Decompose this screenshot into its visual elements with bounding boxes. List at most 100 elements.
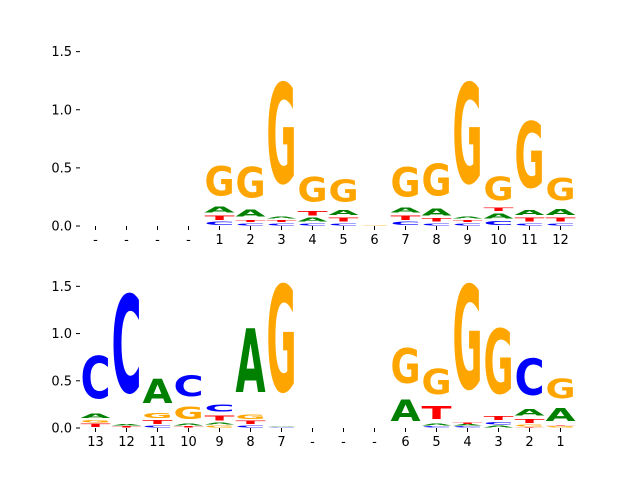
- logo-letter-T: T: [204, 215, 235, 222]
- x-tick-label: 10: [180, 435, 197, 450]
- logo-letter-A: A: [266, 426, 297, 427]
- logo-letter-C: C: [421, 223, 451, 226]
- x-tick-label: 3: [494, 435, 502, 450]
- x-tick-label: 1: [215, 233, 223, 248]
- x-tick-label: 8: [432, 233, 440, 248]
- logo-letter-G: G: [173, 404, 203, 424]
- x-tick-label: -: [310, 435, 315, 450]
- x-tick-label: 8: [246, 435, 254, 450]
- logo-letter-A: A: [204, 205, 234, 214]
- logo-letter-A: A: [514, 209, 545, 217]
- logo-letter-T: T: [266, 219, 297, 222]
- logo-letter-A: A: [421, 423, 452, 426]
- logo-letter-C: C: [204, 403, 234, 414]
- logo-letter-G: G: [483, 311, 513, 414]
- logo-letter-T: T: [390, 215, 421, 222]
- logo-letter-G: G: [452, 258, 482, 422]
- logo-letter-C: C: [483, 220, 513, 226]
- logo-letter-A: A: [266, 216, 297, 219]
- logo-letter-G: G: [142, 411, 172, 420]
- logo-letter-T: T: [514, 418, 545, 424]
- logo-letter-T: T: [483, 208, 514, 213]
- x-tick-label: 12: [552, 233, 569, 248]
- logo-letter-A: A: [483, 212, 514, 220]
- logo-letter-C: C: [297, 223, 327, 226]
- logo-letter-A: A: [235, 208, 265, 220]
- logo-letter-T: T: [235, 219, 266, 222]
- x-tick-label: -: [341, 435, 346, 450]
- logo-letter-C: C: [266, 223, 296, 226]
- logo-letter-T: T: [328, 217, 359, 223]
- logo-letter-T: T: [452, 422, 483, 424]
- y-tick-label: 1.5: [51, 45, 72, 60]
- logo-letter-G: G: [204, 160, 234, 206]
- logo-letter-C: C: [80, 344, 110, 412]
- logo-letter-C: C: [514, 349, 544, 407]
- x-tick-label: 11: [149, 435, 166, 450]
- logo-letter-A: A: [421, 206, 451, 218]
- logo-letter-C: C: [235, 223, 265, 226]
- logo-letter-C: C: [452, 426, 482, 428]
- y-tick-label: 0.5: [51, 374, 72, 389]
- logo-letter-C: C: [421, 426, 451, 428]
- logo-letter-T: T: [297, 210, 328, 217]
- logo-letter-G: G: [452, 56, 482, 216]
- x-tick-label: -: [155, 233, 160, 248]
- x-tick-label: -: [372, 435, 377, 450]
- x-tick-label: 4: [463, 435, 471, 450]
- logo-letter-T: T: [514, 427, 545, 428]
- logo-letter-G: G: [328, 174, 358, 209]
- logo-letter-T: T: [173, 426, 204, 428]
- logo-letter-T: T: [204, 414, 235, 422]
- logo-letter-A: A: [80, 412, 111, 420]
- x-tick-label: 1: [556, 435, 564, 450]
- x-tick-label: 9: [215, 435, 223, 450]
- logo-letter-G: G: [390, 161, 420, 207]
- logo-letter-G: G: [545, 426, 575, 428]
- logo-letter-C: C: [328, 223, 358, 226]
- x-tick-label: 3: [277, 233, 285, 248]
- logo-letter-A: A: [390, 206, 421, 214]
- y-tick-label: 1.0: [51, 103, 72, 118]
- logo-letter-G: G: [390, 339, 420, 394]
- logo-letter-T: T: [80, 423, 111, 428]
- logo-letter-G: G: [545, 173, 575, 208]
- logo-letter-T: T: [142, 420, 173, 426]
- logo-letter-T: T: [421, 218, 452, 223]
- logo-letter-A: A: [235, 311, 265, 413]
- logo-letter-A: A: [452, 216, 483, 219]
- logo-letter-A: A: [545, 405, 576, 426]
- x-tick-label: -: [186, 233, 191, 248]
- logo-letter-A: A: [173, 423, 204, 426]
- x-tick-label: 2: [246, 233, 254, 248]
- x-tick-label: -: [124, 233, 129, 248]
- logo-letter-A: A: [204, 422, 235, 425]
- x-tick-label: 7: [401, 233, 409, 248]
- logo-letter-C: C: [452, 223, 482, 226]
- y-tick-label: 0.0: [51, 422, 72, 437]
- x-tick-label: 12: [118, 435, 135, 450]
- logo-letter-G: G: [235, 413, 265, 420]
- logo-letter-G: G: [204, 425, 234, 428]
- y-tick-label: 0.5: [51, 161, 72, 176]
- logo-letter-C: C: [514, 223, 544, 226]
- x-tick-label: 2: [525, 435, 533, 450]
- x-tick-label: 13: [87, 435, 104, 450]
- x-tick-label: 11: [521, 233, 538, 248]
- y-tick-label: 0.0: [51, 220, 72, 235]
- logo-letter-C: C: [142, 425, 172, 428]
- logo-letter-G: G: [80, 420, 110, 424]
- x-tick-label: 9: [463, 233, 471, 248]
- x-tick-label: 6: [370, 233, 378, 248]
- x-tick-label: 6: [401, 435, 409, 450]
- logo-letter-G: G: [297, 171, 327, 210]
- logo-letter-G: G: [235, 160, 265, 208]
- logo-letter-C: C: [204, 221, 234, 226]
- logo-letter-C: C: [390, 221, 420, 226]
- logo-letter-A: A: [297, 217, 328, 223]
- logo-letter-C: C: [173, 371, 203, 404]
- logo-letter-G: G: [266, 257, 296, 427]
- logo-letter-G: G: [514, 104, 544, 209]
- logo-letter-C: C: [111, 269, 141, 425]
